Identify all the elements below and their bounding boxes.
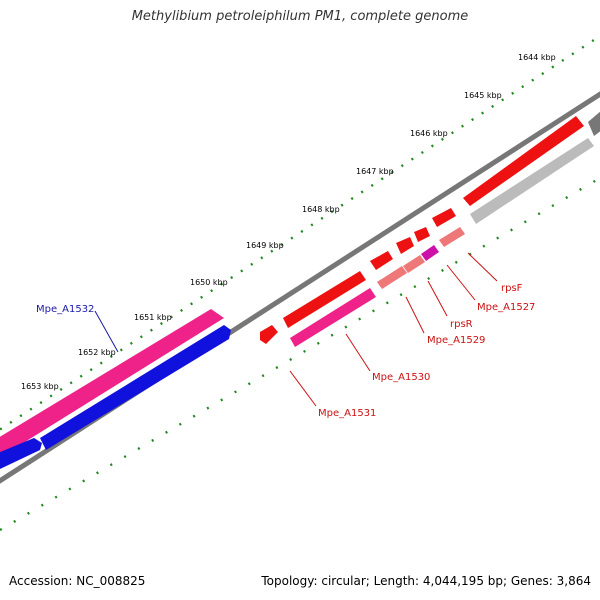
gene-blue-forward-left[interactable] [0,438,42,470]
leader-mpe-a1527 [446,264,476,301]
tick-label: 1650 kbp [190,278,228,287]
gene-mpe-a1530[interactable] [290,288,376,347]
gene-gray-end[interactable] [588,110,600,136]
leader-mpe-a1529 [405,296,425,334]
tick-label: 1645 kbp [464,91,502,100]
gene-label-mpe-a1530[interactable]: Mpe_A1530 [372,372,430,383]
gene-red-a[interactable] [370,251,393,270]
gene-label-rpsf[interactable]: rpsF [501,283,523,294]
gene-mpe-a1527[interactable] [470,138,594,224]
outer-tick-track [0,34,600,431]
gene-red-long[interactable] [283,271,366,328]
accession-text: Accession: NC_008825 [9,574,146,588]
leader-mpe-a1530 [345,333,371,372]
tick-label: 1644 kbp [518,53,556,62]
tick-label: 1652 kbp [78,348,116,357]
reverse-strand-genes [40,138,594,450]
leader-mpe-a1532 [94,310,119,353]
leader-rpsf [467,252,498,282]
tick-label: 1648 kbp [302,205,340,214]
gene-mpe-a1532[interactable] [0,309,224,455]
genome-summary-text: Topology: circular; Length: 4,044,195 bp… [261,574,591,588]
tick-marks [0,34,600,532]
gene-magenta-small[interactable] [0,421,35,448]
gene-red-c[interactable] [414,227,430,242]
gene-label-mpe-a1529[interactable]: Mpe_A1529 [427,335,485,346]
tick-label: 1653 kbp [21,382,59,391]
gene-label-rpsr[interactable]: rpsR [450,319,473,330]
tick-label: 1649 kbp [246,241,284,250]
gene-blue-reverse[interactable] [40,325,231,450]
gene-rpsr[interactable] [403,255,425,273]
gene-red-b[interactable] [396,237,414,254]
gene-labels: Mpe_A1532 rpsF Mpe_A1527 rpsR Mpe_A1529 … [36,283,535,419]
gene-label-mpe-a1527[interactable]: Mpe_A1527 [477,302,535,313]
gene-label-mpe-a1532[interactable]: Mpe_A1532 [36,304,94,315]
gene-mpe-a1529[interactable] [377,266,407,289]
gene-purple[interactable] [421,245,439,261]
tick-label: 1647 kbp [356,167,394,176]
forward-strand-genes [0,110,600,470]
leader-rpsr [427,280,448,317]
gene-red-d[interactable] [432,208,456,227]
gene-mpe-a1531[interactable] [260,325,278,344]
gene-rpsf[interactable] [439,227,465,247]
gene-red-e[interactable] [463,116,584,206]
leader-mpe-a1531 [289,370,317,407]
label-leader-lines [94,252,498,407]
tick-label: 1651 kbp [134,313,172,322]
map-title: Methylibium petroleiphilum PM1, complete… [131,9,469,24]
tick-labels: 1644 kbp 1645 kbp 1646 kbp 1647 kbp 1648… [21,53,556,391]
gene-label-mpe-a1531[interactable]: Mpe_A1531 [318,408,376,419]
tick-label: 1646 kbp [410,129,448,138]
